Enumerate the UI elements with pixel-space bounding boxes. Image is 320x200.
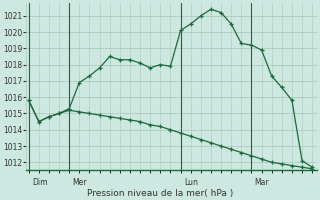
Text: Lun: Lun	[184, 178, 198, 187]
Text: Dim: Dim	[32, 178, 47, 187]
Text: Mar: Mar	[255, 178, 269, 187]
Text: Mer: Mer	[72, 178, 87, 187]
Text: Pression niveau de la mer( hPa ): Pression niveau de la mer( hPa )	[87, 189, 233, 198]
